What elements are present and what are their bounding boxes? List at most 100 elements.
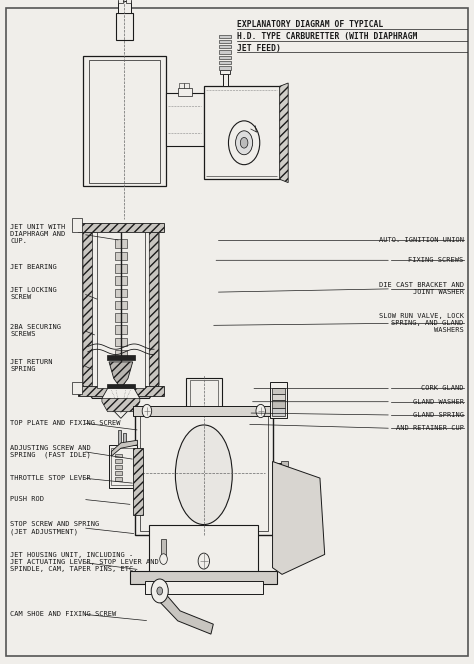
Bar: [72, 382, 82, 394]
Bar: [89, 60, 160, 183]
Text: GLAND SPRING: GLAND SPRING: [412, 412, 464, 418]
Bar: [116, 13, 133, 40]
Bar: [130, 571, 277, 584]
Bar: [115, 289, 127, 297]
Bar: [133, 406, 275, 416]
Text: CAM SHOE AND FIXING SCREW: CAM SHOE AND FIXING SCREW: [10, 611, 117, 618]
Bar: [97, 232, 145, 388]
Bar: [272, 388, 285, 394]
Bar: [115, 459, 122, 463]
Bar: [118, 1, 130, 13]
Circle shape: [256, 404, 265, 418]
Bar: [111, 448, 135, 485]
Bar: [186, 378, 221, 415]
Bar: [272, 394, 285, 400]
Bar: [118, 430, 121, 445]
Text: JET FEED): JET FEED): [237, 44, 281, 53]
Bar: [204, 86, 280, 179]
Bar: [115, 313, 127, 322]
Bar: [109, 445, 137, 488]
Bar: [281, 461, 288, 466]
Polygon shape: [159, 581, 213, 634]
Text: TOP PLATE AND FIXING SCREW: TOP PLATE AND FIXING SCREW: [10, 420, 121, 426]
Text: JET RETURN
SPRING: JET RETURN SPRING: [10, 359, 53, 372]
Bar: [140, 412, 268, 531]
Bar: [118, 0, 123, 3]
Bar: [220, 70, 230, 74]
Text: THROTTLE STOP LEVER: THROTTLE STOP LEVER: [10, 475, 91, 481]
Text: SLOW RUN VALVE, LOCK
SPRING, AND GLAND
WASHERS: SLOW RUN VALVE, LOCK SPRING, AND GLAND W…: [379, 313, 464, 333]
Bar: [161, 539, 166, 556]
Polygon shape: [280, 83, 288, 183]
Polygon shape: [149, 226, 159, 392]
Text: FIXING SCREWS: FIXING SCREWS: [408, 257, 464, 264]
Bar: [179, 83, 184, 88]
Ellipse shape: [175, 425, 232, 525]
Bar: [115, 301, 127, 309]
Polygon shape: [102, 388, 140, 418]
Bar: [135, 408, 273, 535]
Circle shape: [157, 587, 163, 595]
Polygon shape: [107, 355, 135, 360]
Bar: [219, 61, 231, 64]
Text: ADJUSTING SCREW AND
SPRING  (FAST IDLE): ADJUSTING SCREW AND SPRING (FAST IDLE): [10, 445, 91, 458]
Circle shape: [198, 553, 210, 569]
Bar: [115, 264, 127, 273]
Bar: [126, 0, 130, 3]
Bar: [115, 471, 122, 475]
Text: 2BA SECURING
SCREWS: 2BA SECURING SCREWS: [10, 323, 62, 337]
Polygon shape: [83, 226, 92, 392]
Bar: [273, 463, 281, 479]
Bar: [272, 408, 285, 416]
Polygon shape: [109, 362, 133, 388]
Bar: [78, 386, 164, 396]
Circle shape: [151, 579, 168, 603]
Bar: [123, 433, 126, 445]
Bar: [115, 252, 127, 260]
Polygon shape: [111, 440, 137, 456]
Bar: [133, 448, 143, 515]
Text: JET BEARING: JET BEARING: [10, 264, 57, 270]
Bar: [115, 465, 122, 469]
Text: CORK GLAND: CORK GLAND: [421, 385, 464, 392]
Bar: [115, 350, 127, 359]
Polygon shape: [83, 226, 159, 398]
Bar: [115, 454, 122, 457]
Bar: [78, 223, 164, 232]
Bar: [115, 325, 127, 334]
Bar: [83, 56, 166, 186]
Bar: [280, 90, 287, 96]
Bar: [166, 93, 204, 146]
Bar: [149, 525, 258, 574]
Polygon shape: [102, 398, 140, 412]
Bar: [219, 66, 231, 70]
Bar: [219, 45, 231, 48]
Circle shape: [160, 554, 167, 564]
Bar: [115, 477, 122, 481]
Polygon shape: [107, 384, 135, 388]
Bar: [219, 56, 231, 59]
Circle shape: [228, 121, 260, 165]
Bar: [219, 35, 231, 38]
Text: AND RETAINER CUP: AND RETAINER CUP: [396, 425, 464, 432]
Text: PUSH ROD: PUSH ROD: [10, 496, 45, 503]
Bar: [145, 581, 263, 594]
Bar: [115, 338, 127, 347]
Bar: [281, 467, 288, 475]
Bar: [115, 276, 127, 285]
Bar: [115, 240, 127, 248]
Text: JET HOUSING UNIT, INCLUDING -
JET ACTUATING LEVER, STOP LEVER AND
SPINDLE, CAM, : JET HOUSING UNIT, INCLUDING - JET ACTUAT…: [10, 552, 159, 572]
Bar: [190, 380, 218, 414]
Circle shape: [236, 131, 253, 155]
Text: JET UNIT WITH
DIAPHRAGM AND
CUP.: JET UNIT WITH DIAPHRAGM AND CUP.: [10, 224, 66, 244]
Text: DIE CAST BRACKET AND
JOINT WASHER: DIE CAST BRACKET AND JOINT WASHER: [379, 282, 464, 295]
Text: JET LOCKING
SCREW: JET LOCKING SCREW: [10, 287, 57, 300]
Bar: [270, 382, 287, 418]
Bar: [280, 139, 287, 146]
Text: H.D. TYPE CARBURETTER (WITH DIAPHRAGM: H.D. TYPE CARBURETTER (WITH DIAPHRAGM: [237, 32, 418, 41]
Bar: [72, 218, 82, 232]
Bar: [178, 88, 192, 96]
Polygon shape: [273, 461, 325, 574]
Bar: [219, 40, 231, 43]
Text: STOP SCREW AND SPRING
(JET ADJUSTMENT): STOP SCREW AND SPRING (JET ADJUSTMENT): [10, 521, 100, 535]
